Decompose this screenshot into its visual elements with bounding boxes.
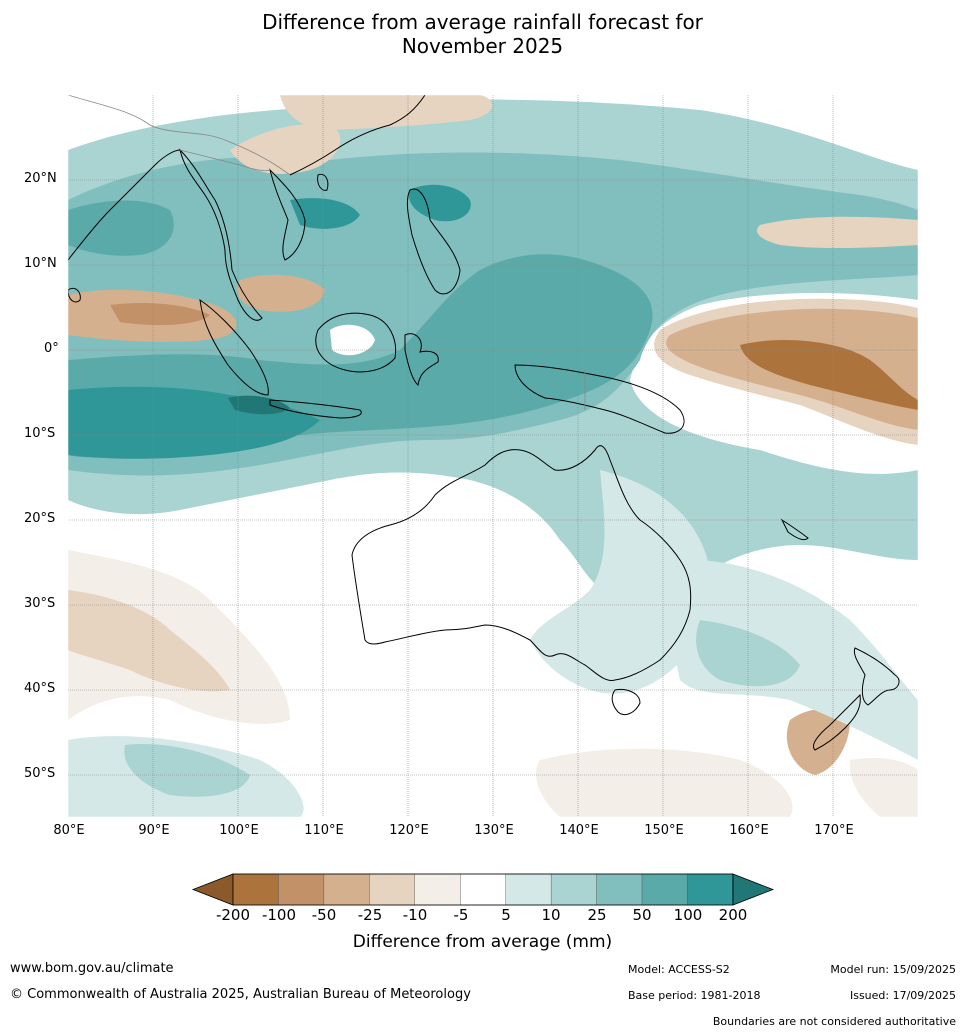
colorbar-segment [641, 873, 688, 906]
colorbar-tick: 5 [501, 906, 511, 924]
colorbar-segment [323, 873, 370, 906]
lat-label: 20°N [24, 171, 57, 186]
rainfall-anomaly-field [68, 95, 918, 817]
map-title: Difference from average rainfall forecas… [0, 10, 965, 58]
dry-region-central-pacific-core [740, 340, 918, 410]
sri-lanka-coast [68, 287, 81, 303]
coastlines [68, 95, 900, 751]
lon-label: 160°E [729, 823, 769, 838]
wet-region-tasman [674, 560, 918, 760]
sulawesi-coast [404, 333, 439, 386]
footer-website: www.bom.gov.au/climate [10, 961, 174, 976]
indochina-coast [179, 148, 263, 321]
dry-region-borneo [330, 324, 375, 356]
lon-label: 130°E [474, 823, 514, 838]
colorbar-segment [278, 873, 325, 906]
lon-label: 120°E [389, 823, 429, 838]
lon-label: 110°E [304, 823, 344, 838]
lat-label: 10°S [24, 426, 56, 441]
wet-region-scs [290, 198, 360, 229]
colorbar-segment [369, 873, 416, 906]
colorbar-tick: 200 [718, 906, 748, 924]
dry-region-new-zealand [786, 708, 850, 775]
dry-region-eq-indian-core [110, 303, 210, 326]
new-zealand-north [853, 647, 900, 706]
dry-region-south-china [230, 123, 341, 174]
java-coast [269, 399, 362, 419]
colorbar-tick: -50 [311, 906, 337, 924]
colorbar-tick: 50 [632, 906, 652, 924]
colorbar-title: Difference from average (mm) [352, 932, 613, 952]
colorbar-tick: -25 [357, 906, 383, 924]
colorbar-arrow-high [732, 873, 775, 906]
wet-region-bengal [68, 200, 174, 256]
map-frame [67, 94, 919, 818]
footer-model-run: Model run: 15/09/2025 [830, 963, 956, 976]
tasmania-coast [611, 689, 641, 716]
wet-region-core-sulawesi [409, 184, 471, 222]
dry-region-np-band [756, 216, 918, 249]
footer-issued: Issued: 17/09/2025 [849, 989, 956, 1002]
china-coast [289, 95, 426, 176]
map-title-line2: November 2025 [401, 34, 564, 58]
lat-label: 10°N [24, 256, 57, 271]
lat-label: 40°S [24, 681, 56, 696]
india-coast [68, 149, 181, 261]
colorbar-tick: -10 [402, 906, 428, 924]
colorbar-segment [505, 873, 552, 906]
colorbar-tick: 25 [587, 906, 607, 924]
new-caledonia-coast [780, 518, 809, 541]
footer-disclaimer: Boundaries are not considered authoritat… [712, 1015, 956, 1028]
colorbar-segment [414, 873, 461, 906]
dry-region-south-indian [68, 550, 290, 724]
colorbar-segment [550, 873, 597, 906]
map-title-line1: Difference from average rainfall forecas… [262, 10, 703, 34]
colorbar-tick: 10 [541, 906, 561, 924]
vietnam-coast [269, 168, 306, 261]
colorbar-arrow-low [191, 873, 234, 906]
australia-coast [351, 445, 692, 681]
lon-label: 170°E [814, 823, 854, 838]
borneo-coast [315, 312, 397, 373]
lat-label: 30°S [24, 596, 56, 611]
new-zealand-south [813, 693, 861, 751]
lat-label: 20°S [24, 511, 56, 526]
philippines-coast [406, 188, 461, 295]
dry-region-tasman-east [849, 758, 918, 817]
colorbar-segment [232, 873, 279, 906]
lon-label: 80°E [53, 823, 85, 838]
lat-label: 50°S [24, 766, 56, 781]
lon-label: 100°E [219, 823, 259, 838]
wet-region-south-indian-sm-mid [124, 744, 250, 797]
lon-label: 150°E [644, 823, 684, 838]
colorbar-tick: 100 [673, 906, 703, 924]
footer-model: Model: ACCESS-S2 [628, 963, 730, 976]
colorbar-tick: -5 [453, 906, 469, 924]
dry-region-gulf-thailand [236, 274, 325, 312]
new-guinea-coast [514, 364, 685, 434]
country-borders [68, 95, 586, 410]
lat-label: 0° [44, 341, 59, 356]
sumatra-coast [199, 298, 269, 396]
taiwan-coast [317, 173, 329, 191]
lon-label: 90°E [138, 823, 170, 838]
colorbar-segment [460, 873, 506, 906]
colorbar [191, 873, 775, 906]
dry-region-southern-ocean [536, 748, 793, 817]
footer-base-period: Base period: 1981-2018 [628, 989, 761, 1002]
footer-copyright: © Commonwealth of Australia 2025, Austra… [10, 987, 471, 1002]
colorbar-tick: -200 [215, 906, 251, 924]
colorbar-frame [232, 873, 734, 906]
dry-region-east-asia [280, 95, 493, 130]
colorbar-tick: -100 [261, 906, 297, 924]
wet-region-east-australia [530, 470, 711, 694]
dry-region-south-indian-mid [68, 590, 230, 692]
colorbar-segment [596, 873, 643, 906]
lon-label: 140°E [559, 823, 599, 838]
colorbar-segment [687, 873, 734, 906]
